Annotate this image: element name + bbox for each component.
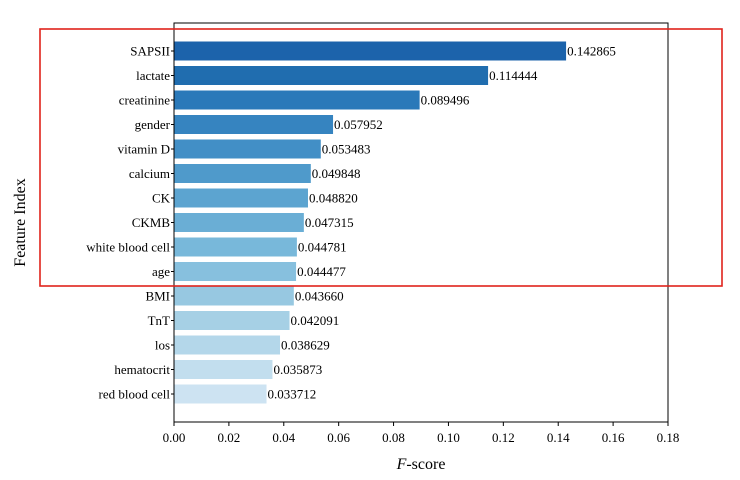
category-label-vitamin-d: vitamin D	[118, 142, 170, 157]
x-axis-title-rest: -score	[406, 456, 445, 473]
value-label-red-blood-cell: 0.033712	[268, 387, 317, 402]
category-label-sapsii: SAPSII	[130, 44, 170, 59]
x-tick-label: 0.02	[218, 430, 241, 445]
x-tick-label: 0.06	[327, 430, 350, 445]
x-tick-label: 0.18	[657, 430, 680, 445]
bar-bmi	[174, 286, 294, 306]
category-label-tnt: TnT	[148, 313, 170, 328]
x-tick-label: 0.14	[547, 430, 570, 445]
bar-creatinine	[174, 90, 420, 110]
value-label-age: 0.044477	[297, 264, 346, 279]
bar-age	[174, 262, 297, 281]
category-label-los: los	[155, 338, 170, 353]
plot-frame	[173, 22, 669, 423]
category-label-creatinine: creatinine	[119, 93, 170, 108]
value-label-calcium: 0.049848	[312, 166, 361, 181]
value-label-gender: 0.057952	[334, 117, 383, 132]
bar-calcium	[174, 164, 311, 183]
x-tick-label: 0.16	[602, 430, 625, 445]
bar-red-blood-cell	[174, 384, 267, 404]
value-label-vitamin-d: 0.053483	[322, 142, 371, 157]
bars-group	[174, 41, 567, 404]
bar-tnt	[174, 311, 290, 330]
bar-vitamin-d	[174, 139, 321, 159]
value-label-ckmb: 0.047315	[305, 215, 354, 230]
x-tick-label: 0.04	[272, 430, 295, 445]
x-axis-title-italic: F	[396, 456, 407, 473]
category-label-calcium: calcium	[129, 166, 170, 181]
category-label-ckmb: CKMB	[132, 215, 171, 230]
value-labels-group: 0.142865 0.114444 0.089496 0.057952 0.053483…	[268, 44, 616, 402]
category-label-lactate: lactate	[136, 68, 170, 83]
x-tick-label: 0.12	[492, 430, 515, 445]
x-tick-label: 0.08	[382, 430, 405, 445]
x-axis: 0.00 0.02 0.04 0.06 0.08 0.10 0.12 0.14 0.16 0.18	[163, 422, 680, 445]
value-label-creatinine: 0.089496	[421, 93, 470, 108]
category-label-bmi: BMI	[145, 289, 170, 304]
highlight-box	[39, 28, 723, 287]
value-label-lactate: 0.114444	[489, 68, 538, 83]
category-label-gender: gender	[135, 117, 171, 132]
value-label-los: 0.038629	[281, 338, 330, 353]
category-label-ck: CK	[152, 191, 171, 206]
bar-lactate	[174, 66, 489, 85]
y-axis-title: Feature Index	[12, 178, 29, 266]
bar-los	[174, 335, 281, 355]
x-tick-label: 0.10	[437, 430, 460, 445]
bar-gender	[174, 115, 334, 134]
x-axis-title: F-score	[396, 456, 446, 473]
value-label-white-blood-cell: 0.044781	[298, 240, 347, 255]
category-label-hematocrit: hematocrit	[114, 362, 170, 377]
bar-ck	[174, 188, 308, 208]
value-label-tnt: 0.042091	[291, 313, 340, 328]
value-label-ck: 0.048820	[309, 191, 358, 206]
category-label-white-blood-cell: white blood cell	[86, 240, 170, 255]
bar-hematocrit	[174, 360, 273, 379]
value-label-sapsii: 0.142865	[567, 44, 616, 59]
bar-sapsii	[174, 41, 567, 61]
value-label-hematocrit: 0.035873	[273, 362, 322, 377]
bar-white-blood-cell	[174, 237, 297, 257]
value-label-bmi: 0.043660	[295, 289, 344, 304]
bar-ckmb	[174, 213, 304, 232]
category-label-age: age	[152, 264, 170, 279]
x-tick-label: 0.00	[163, 430, 186, 445]
category-labels-group: SAPSII lactate creatinine gender vitamin D ca…	[86, 44, 174, 402]
category-label-red-blood-cell: red blood cell	[99, 387, 171, 402]
